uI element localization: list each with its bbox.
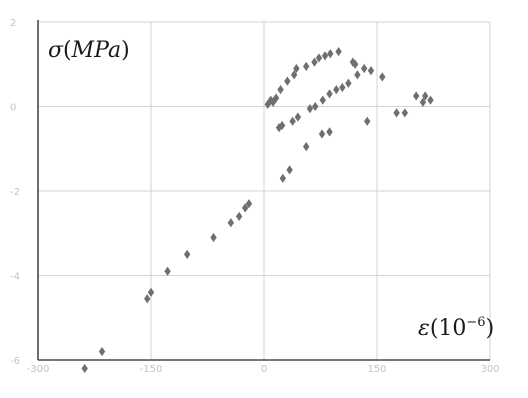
- data-point: [419, 97, 427, 107]
- data-point: [427, 95, 434, 105]
- data-point: [367, 65, 375, 76]
- data-point: [319, 95, 326, 105]
- x-tick-label: 0: [261, 364, 267, 375]
- y-tick-label: 0: [10, 103, 16, 114]
- data-point: [164, 266, 171, 276]
- data-point: [326, 89, 333, 99]
- data-point: [401, 108, 409, 118]
- data-point: [98, 346, 106, 357]
- data-point: [272, 93, 280, 103]
- data-point: [333, 85, 340, 95]
- data-point: [245, 199, 253, 209]
- data-point: [277, 85, 284, 95]
- data-point: [345, 78, 352, 88]
- x-tick-label: -150: [140, 364, 163, 375]
- data-point: [302, 61, 310, 71]
- data-point: [318, 129, 326, 139]
- data-point: [351, 59, 359, 69]
- data-point: [315, 53, 323, 63]
- data-point: [81, 363, 88, 374]
- data-point: [339, 82, 346, 93]
- data-point: [235, 211, 243, 221]
- data-point: [306, 104, 314, 114]
- y-tick-labels: -6 -4 -2 0 2: [10, 18, 20, 367]
- data-point: [144, 294, 151, 304]
- x-tick-label: -300: [27, 364, 50, 375]
- y-tick-label: -6: [10, 356, 20, 367]
- axes: [37, 20, 490, 361]
- data-point: [183, 249, 191, 259]
- data-point: [278, 120, 286, 131]
- data-point: [284, 76, 291, 86]
- x-tick-label: 300: [480, 364, 499, 375]
- data-point: [312, 101, 319, 112]
- data-point: [227, 218, 235, 228]
- grid-lines: [37, 21, 491, 361]
- data-point: [393, 108, 400, 118]
- data-point: [147, 287, 155, 297]
- data-points: [81, 46, 434, 374]
- data-point: [302, 142, 310, 152]
- x-tick-labels: -300 -150 0 150 300: [27, 364, 500, 375]
- data-point: [279, 173, 287, 183]
- data-point: [293, 63, 300, 74]
- data-point: [412, 91, 420, 101]
- data-point: [241, 203, 249, 213]
- data-point: [289, 116, 296, 126]
- data-point: [354, 70, 361, 80]
- data-point: [379, 72, 386, 82]
- y-tick-label: 2: [10, 18, 16, 29]
- x-axis-title: ε(10−6): [418, 315, 494, 341]
- y-tick-label: -2: [10, 187, 20, 198]
- data-point: [294, 112, 302, 122]
- data-point: [364, 116, 371, 126]
- data-point: [327, 49, 334, 59]
- data-point: [326, 127, 333, 137]
- y-tick-label: -4: [10, 272, 20, 283]
- x-tick-label: 150: [367, 364, 386, 375]
- data-point: [311, 57, 318, 67]
- data-point: [286, 165, 293, 175]
- data-point: [335, 46, 342, 57]
- data-point: [210, 232, 217, 243]
- y-axis-title: σ(MPa): [48, 38, 130, 63]
- data-point: [360, 63, 368, 74]
- data-point: [290, 70, 298, 80]
- data-point: [321, 51, 329, 61]
- data-point: [422, 91, 429, 101]
